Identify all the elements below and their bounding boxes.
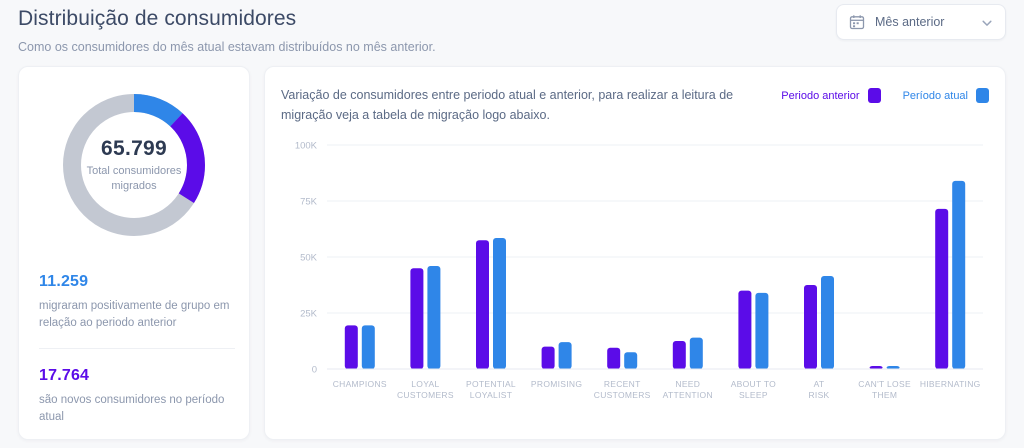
- x-axis-tick-line: LOYALIST: [470, 390, 512, 400]
- donut-svg: [63, 94, 205, 236]
- bar-periodo-atual[interactable]: [952, 180, 966, 369]
- bar-chart: 0 25K 50K 75K 100K CHAMPIONS LOYAL CUSTOMERS POT…: [281, 127, 991, 427]
- x-axis-tick-line: PROMISING: [531, 379, 582, 389]
- x-axis-tick-line: AT: [814, 379, 825, 389]
- x-axis-tick-line: ABOUT TO: [731, 379, 776, 389]
- bar-periodo-atual[interactable]: [361, 325, 375, 369]
- bar-periodo-atual[interactable]: [755, 292, 769, 369]
- bar-periodo-atual[interactable]: [886, 366, 900, 369]
- stat-value: 17.764: [39, 367, 90, 384]
- bar-periodo-anterior[interactable]: [607, 347, 621, 369]
- bar-periodo-atual[interactable]: [558, 342, 572, 369]
- donut-segment-periodo-anterior: [63, 94, 205, 236]
- page-subtitle: Como os consumidores do mês atual estava…: [18, 40, 436, 54]
- page-title: Distribuição de consumidores: [18, 7, 297, 30]
- y-axis-tick-label: 0: [312, 365, 317, 376]
- bar-periodo-anterior[interactable]: [935, 208, 949, 369]
- x-axis-tick-line: CUSTOMERS: [594, 390, 651, 400]
- donut-center-label: 65.799 Total consumidores migrados: [54, 85, 214, 245]
- period-select-label: Mês anterior: [875, 15, 945, 29]
- legend-swatch-periodo-atual: [976, 88, 989, 103]
- stat-migrated-positively: 11.259 migraram positivamente de grupo e…: [39, 273, 235, 332]
- donut-chart: 65.799 Total consumidores migrados: [54, 85, 214, 245]
- donut-caption: Total consumidores migrados: [86, 164, 182, 192]
- legend-swatch-periodo-anterior: [867, 88, 881, 103]
- bar-periodo-atual[interactable]: [689, 337, 703, 369]
- x-axis-tick-line: CHAMPIONS: [333, 379, 387, 389]
- x-axis-tick-line: CUSTOMERS: [397, 390, 454, 400]
- bar-periodo-anterior[interactable]: [410, 268, 424, 369]
- legend-item-periodo-anterior[interactable]: Periodo anterior: [781, 88, 881, 103]
- bar-periodo-atual[interactable]: [821, 276, 834, 369]
- x-axis-tick-line: SLEEP: [739, 390, 768, 400]
- x-axis-tick-label: CHAMPIONS: [333, 379, 387, 389]
- bar-periodo-anterior[interactable]: [804, 285, 817, 369]
- stat-value: 11.259: [39, 273, 89, 290]
- x-axis-tick-line: POTENTIAL: [466, 379, 516, 389]
- page-header: Distribuição de consumidores Como os con…: [18, 4, 436, 56]
- stat-divider: [39, 348, 235, 349]
- y-axis-tick-label: 25K: [300, 309, 318, 320]
- legend-label: Periodo anterior: [781, 89, 860, 102]
- x-axis-tick-line: RISK: [808, 390, 829, 400]
- y-axis-tick-label: 100K: [295, 141, 318, 152]
- bar-periodo-atual[interactable]: [624, 352, 638, 369]
- x-axis-tick-line: CAN'T LOSE: [858, 379, 911, 389]
- x-axis-tick-line: ATTENTION: [663, 390, 713, 400]
- x-axis-tick-line: THEM: [872, 390, 897, 400]
- x-axis-tick-line: HIBERNATING: [920, 379, 981, 389]
- calendar-icon: [849, 14, 865, 30]
- donut-total-value: 65.799: [100, 136, 168, 160]
- bar-periodo-atual[interactable]: [427, 265, 441, 369]
- legend-label: Período atual: [902, 89, 968, 102]
- summary-card: 65.799 Total consumidores migrados 11.25…: [18, 66, 250, 440]
- stat-new-customers: 17.764 são novos consumidores no período…: [39, 367, 235, 426]
- x-axis-tick-line: NEED: [675, 379, 700, 389]
- donut-segment-periodo-atual: [63, 94, 205, 236]
- y-axis-tick-label: 50K: [300, 253, 318, 264]
- bar-periodo-anterior[interactable]: [476, 240, 489, 369]
- y-axis-tick-label: 75K: [300, 197, 318, 208]
- period-select-dropdown[interactable]: Mês anterior: [836, 4, 1006, 40]
- bar-periodo-anterior[interactable]: [541, 346, 555, 369]
- bar-periodo-atual[interactable]: [493, 237, 506, 369]
- bar-periodo-anterior[interactable]: [869, 366, 883, 369]
- bar-periodo-anterior[interactable]: [672, 341, 686, 369]
- bar-periodo-anterior[interactable]: [344, 325, 358, 369]
- stat-description: são novos consumidores no período atual: [39, 394, 225, 423]
- chevron-down-icon: [981, 16, 993, 28]
- chart-legend: Periodo anterior Período atual: [781, 88, 989, 103]
- chart-card: Variação de consumidores entre periodo a…: [264, 66, 1006, 440]
- x-axis-tick-line: RECENT: [604, 379, 641, 389]
- x-axis-tick-label: PROMISING: [531, 379, 582, 389]
- stat-description: migraram positivamente de grupo em relaç…: [39, 300, 230, 329]
- chart-description: Variação de consumidores entre periodo a…: [281, 88, 734, 122]
- legend-item-periodo-atual[interactable]: Período atual: [903, 88, 989, 103]
- x-axis-tick-label: HIBERNATING: [920, 379, 981, 389]
- x-axis-tick-line: LOYAL: [411, 379, 439, 389]
- bar-periodo-anterior[interactable]: [738, 290, 752, 369]
